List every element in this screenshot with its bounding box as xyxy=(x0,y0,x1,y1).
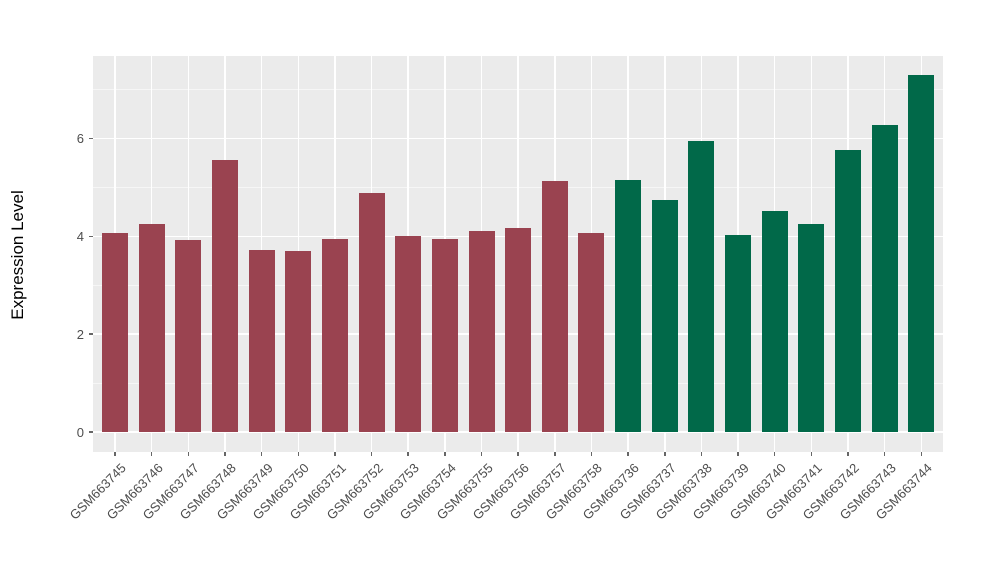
bar-GSM663753 xyxy=(395,235,422,432)
x-axis-tick xyxy=(260,452,263,456)
bar-GSM663749 xyxy=(248,250,275,432)
x-axis-tick xyxy=(773,452,776,456)
y-axis-tick xyxy=(89,431,93,433)
x-axis-tick xyxy=(480,452,483,456)
bar-GSM663758 xyxy=(578,232,605,432)
y-tick-label: 4 xyxy=(76,228,84,244)
bar-GSM663737 xyxy=(651,200,678,432)
x-axis-tick xyxy=(590,452,593,456)
bar-GSM663751 xyxy=(321,239,348,432)
x-axis-tick xyxy=(224,452,226,456)
y-tick-label: 2 xyxy=(76,326,84,342)
x-axis-tick xyxy=(150,452,153,456)
bar-GSM663754 xyxy=(431,239,458,432)
bar-GSM663736 xyxy=(615,180,642,432)
bar-GSM663750 xyxy=(285,251,312,432)
plot-panel xyxy=(93,56,943,452)
bar-GSM663745 xyxy=(102,232,128,432)
bar-GSM663747 xyxy=(175,240,202,432)
x-axis-tick xyxy=(700,452,703,456)
bar-GSM663755 xyxy=(468,231,495,432)
x-axis-tick xyxy=(554,452,556,456)
bar-GSM663741 xyxy=(798,223,825,432)
x-axis-tick xyxy=(334,452,336,456)
x-axis-tick xyxy=(444,452,446,456)
bar-GSM663748 xyxy=(211,160,238,432)
x-axis-tick xyxy=(627,452,629,456)
x-axis-tick xyxy=(664,452,666,456)
y-tick-label: 0 xyxy=(76,424,84,440)
bar-GSM663743 xyxy=(871,125,898,432)
bar-GSM663756 xyxy=(505,227,532,432)
x-axis-tick xyxy=(517,452,519,456)
x-axis-tick xyxy=(810,452,813,456)
x-axis-tick xyxy=(920,452,923,456)
y-tick-label: 6 xyxy=(76,131,84,147)
bar-GSM663752 xyxy=(358,193,385,432)
y-axis-tick xyxy=(89,137,93,140)
y-axis-title: Expression Level xyxy=(8,190,27,320)
x-axis-tick xyxy=(847,452,849,456)
bar-GSM663744 xyxy=(908,74,935,432)
y-axis-tick xyxy=(89,333,93,335)
x-axis-tick xyxy=(737,452,739,456)
x-axis-tick xyxy=(297,452,299,456)
x-axis-tick xyxy=(883,452,886,456)
x-axis-tick xyxy=(187,452,190,456)
x-axis-tick xyxy=(407,452,409,456)
bar-GSM663757 xyxy=(541,181,568,432)
bar-GSM663740 xyxy=(761,211,788,432)
x-axis-tick xyxy=(114,452,116,456)
y-axis-tick xyxy=(89,235,93,238)
bar-GSM663739 xyxy=(725,234,752,432)
bar-GSM663746 xyxy=(138,223,165,432)
x-axis-tick xyxy=(370,452,373,456)
bar-GSM663738 xyxy=(688,141,715,432)
bar-GSM663742 xyxy=(835,150,861,432)
